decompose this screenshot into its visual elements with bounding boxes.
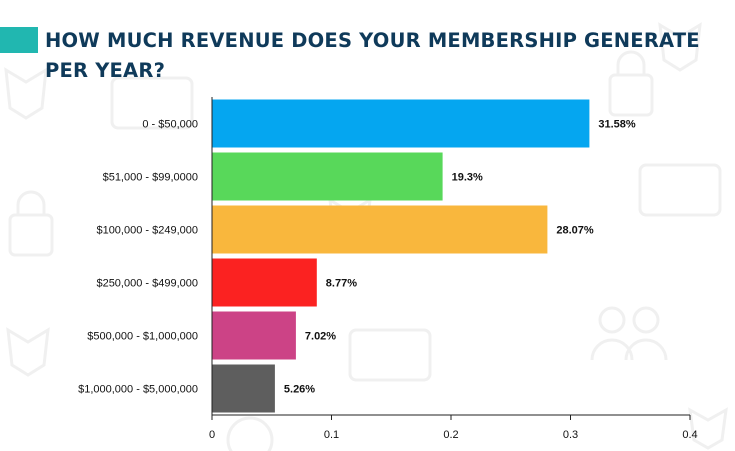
category-label: $100,000 - $249,000 — [96, 225, 198, 237]
data-label: 7.02% — [305, 331, 336, 343]
ticket-icon — [110, 76, 194, 130]
mask-icon — [4, 67, 48, 120]
people-icon — [598, 306, 626, 334]
x-tick-label: 0.1 — [324, 429, 339, 441]
bar — [212, 152, 443, 201]
category-label: $1,000,000 - $5,000,000 — [78, 384, 198, 396]
people-icon — [632, 306, 660, 334]
chart-title: HOW MUCH REVENUE DOES YOUR MEMBERSHIP GE… — [45, 29, 700, 82]
x-tick-label: 0.2 — [443, 429, 458, 441]
x-tick-label: 0.4 — [682, 429, 697, 441]
lock-shackle-icon — [616, 50, 646, 75]
x-tick-label: 0.3 — [563, 429, 578, 441]
lock-shackle-icon — [16, 190, 46, 215]
mask-icon — [688, 407, 728, 450]
lock-icon — [8, 213, 54, 257]
x-tick-label: 0 — [209, 429, 215, 441]
title-accent-bar — [0, 27, 38, 53]
mask-icon — [6, 327, 50, 377]
data-label: 19.3% — [452, 172, 483, 184]
people-icon — [590, 338, 668, 361]
bar — [212, 311, 296, 360]
category-label: $500,000 - $1,000,000 — [87, 331, 198, 343]
data-label: 5.26% — [284, 384, 315, 396]
category-label: 0 - $50,000 — [142, 119, 198, 131]
data-label: 8.77% — [326, 278, 357, 290]
bar — [212, 99, 590, 148]
category-label: $51,000 - $99,0000 — [103, 172, 198, 184]
bar — [212, 258, 317, 307]
ring-icon — [226, 416, 274, 451]
lock-icon — [608, 73, 654, 117]
ticket-icon — [638, 163, 722, 217]
ticket-icon — [348, 328, 432, 382]
bar — [212, 205, 548, 254]
mask-icon — [658, 22, 702, 72]
bar — [212, 364, 275, 413]
data-label: 28.07% — [556, 225, 594, 237]
category-label: $250,000 - $499,000 — [96, 278, 198, 290]
data-label: 31.58% — [598, 119, 636, 131]
